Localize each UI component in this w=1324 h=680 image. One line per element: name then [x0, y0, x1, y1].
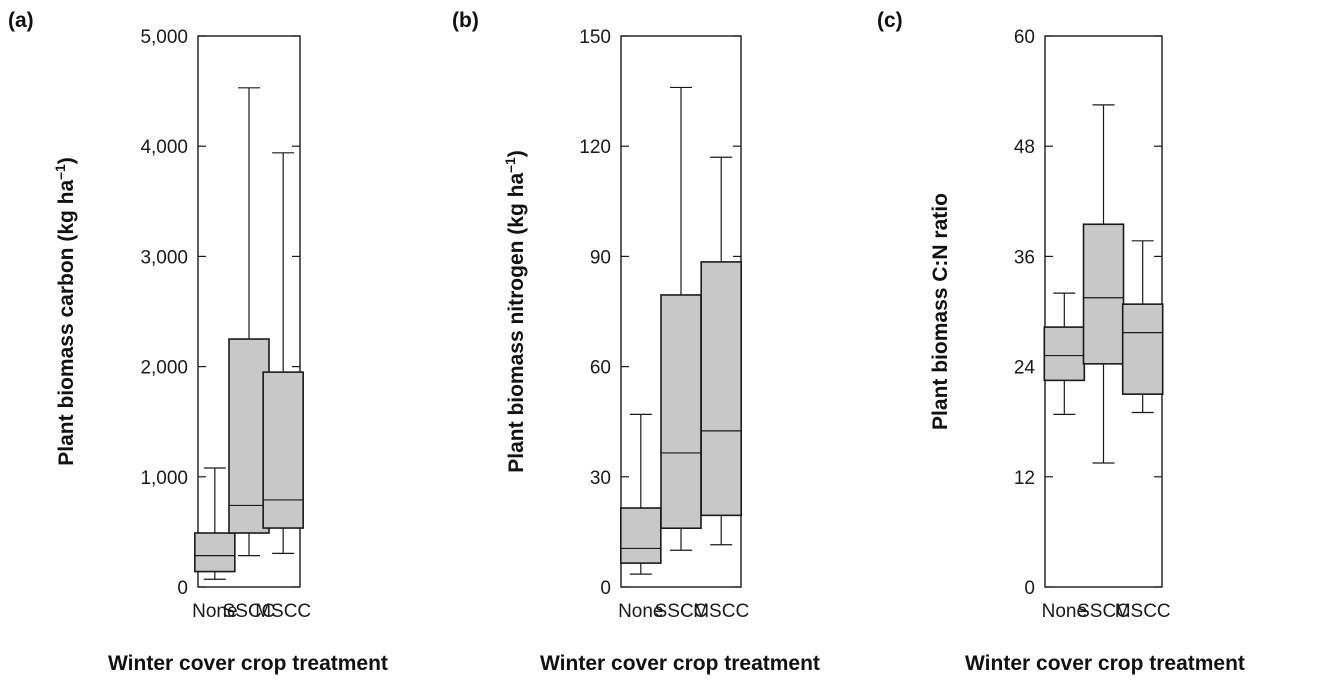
box-none [194, 467, 236, 580]
category-label: MSCC [1115, 601, 1171, 622]
y-tick-label: 12 [1014, 468, 1035, 489]
panel-label: (a) [8, 9, 34, 32]
y-tick-label: 2,000 [140, 358, 188, 379]
category-label: None [192, 601, 237, 622]
box-sscc [660, 86, 702, 551]
iqr-box [1121, 303, 1164, 395]
chart-panel-a: (a) 0 1,000 2,000 3,000 4,000 5,000 NoneSSCCMSC… [8, 9, 388, 675]
iqr-box [660, 294, 702, 530]
box-sscc [1082, 104, 1125, 464]
plot-frame [197, 35, 301, 588]
y-tick-label: 0 [177, 578, 188, 599]
box-none [619, 413, 662, 575]
y-tick-label: 3,000 [140, 247, 188, 268]
iqr-box [262, 371, 304, 529]
box-mscc [1121, 240, 1164, 414]
iqr-box [194, 532, 236, 573]
y-axis-title: Plant biomass C:N ratio [929, 193, 952, 430]
box-none [1043, 292, 1086, 415]
x-axis-title: Winter cover crop treatment [965, 652, 1245, 675]
y-tick-label: 60 [1014, 27, 1035, 48]
y-tick-label: 30 [590, 468, 611, 489]
panel-label: (b) [452, 9, 479, 32]
y-tick-label: 0 [1024, 578, 1035, 599]
y-tick-label: 48 [1014, 137, 1035, 158]
category-label: MSCC [693, 601, 749, 622]
y-tick-label: 36 [1014, 247, 1035, 268]
iqr-box [700, 261, 743, 517]
category-label: MSCC [255, 601, 311, 622]
box-mscc [262, 152, 304, 554]
category-label: None [618, 601, 663, 622]
x-axis-title: Winter cover crop treatment [108, 652, 388, 675]
y-tick-label: 4,000 [140, 137, 188, 158]
iqr-box [228, 338, 270, 534]
y-tick-label: 24 [1014, 358, 1036, 379]
y-tick-label: 120 [579, 137, 611, 158]
iqr-box [1082, 223, 1125, 365]
x-axis-title: Winter cover crop treatment [540, 652, 820, 675]
y-tick-label: 5,000 [140, 27, 188, 48]
iqr-box [1043, 326, 1086, 382]
category-label: SSCC [655, 601, 708, 622]
category-label: SSCC [1077, 601, 1130, 622]
y-axis-title: Plant biomass carbon (kg ha–1) [52, 157, 78, 465]
y-axis-title: Plant biomass nitrogen (kg ha–1) [502, 150, 528, 472]
category-label: None [1042, 601, 1087, 622]
y-tick-label: 0 [600, 578, 611, 599]
figure-panels: (a)01,0002,0003,0004,0005,000NoneSSCCMSC… [8, 9, 1245, 675]
box-sscc [228, 87, 270, 557]
panel-label: (c) [877, 9, 903, 32]
box-mscc [700, 156, 743, 546]
y-tick-label: 150 [579, 27, 611, 48]
iqr-box [619, 507, 662, 564]
y-tick-label: 1,000 [140, 468, 188, 489]
category-label: SSCC [223, 601, 276, 622]
y-tick-label: 90 [590, 247, 611, 268]
y-tick-label: 60 [590, 358, 611, 379]
